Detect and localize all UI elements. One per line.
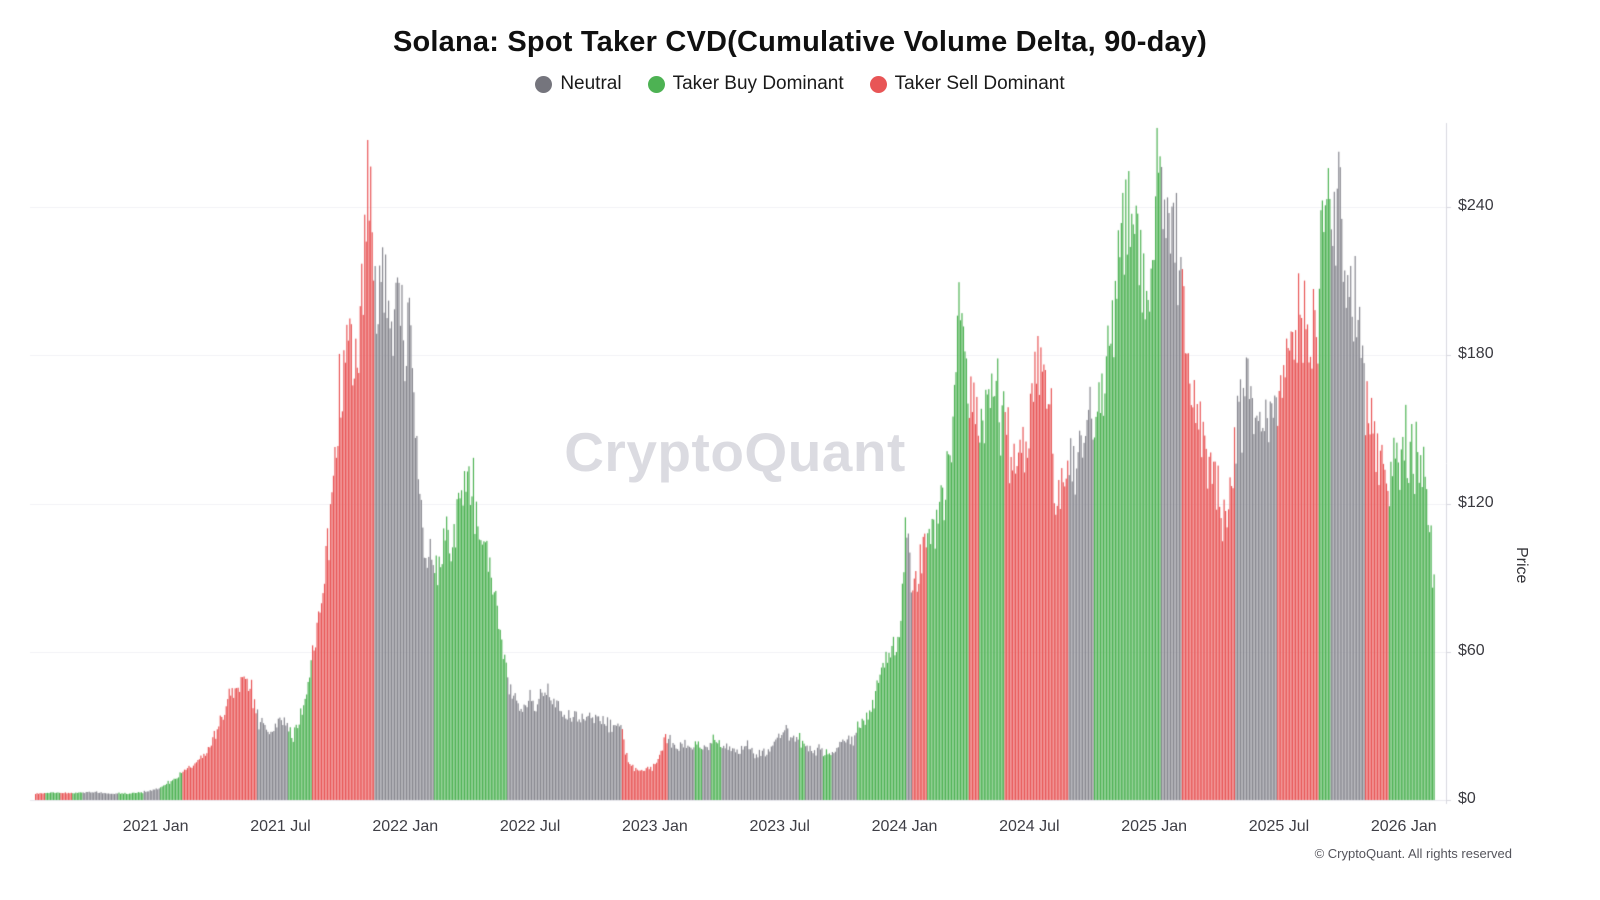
y-axis-tick: $180 (1458, 345, 1494, 363)
y-axis-title: Price (1513, 547, 1530, 584)
x-axis-tick: 2023 Jan (621, 818, 688, 835)
legend-label-taker-buy: Taker Buy Dominant (672, 73, 844, 94)
buy-dot-icon (647, 75, 665, 93)
y-axis-tick: $240 (1458, 197, 1494, 214)
y-axis-tick: $0 (1458, 790, 1476, 807)
page-title: Solana: Spot Taker CVD(Cumulative Volume… (392, 26, 1208, 58)
legend-label-taker-sell: Taker Sell Dominant (894, 73, 1065, 94)
x-axis-tick: 2021 Jul (250, 818, 311, 835)
y-axis-tick: $120 (1458, 493, 1494, 511)
chart-page: Solana: Spot Taker CVD(Cumulative Volume… (0, 0, 1600, 861)
price-bars-canvas[interactable] (0, 115, 1600, 805)
sell-dot-icon (869, 75, 887, 93)
x-axis-tick: 2023 Jul (749, 818, 810, 835)
legend-item-taker-buy[interactable]: Taker Buy Dominant (647, 73, 844, 95)
chart-legend: Neutral Taker Buy Dominant Taker Sell Do… (0, 73, 1600, 95)
x-axis-tick: 2025 Jan (1121, 818, 1188, 835)
legend-label-neutral: Neutral (560, 73, 622, 94)
x-axis-tick: 2021 Jan (122, 818, 189, 835)
x-axis-tick: 2026 Jan (1370, 818, 1437, 835)
neutral-dot-icon (535, 75, 553, 93)
x-axis-tick: 2024 Jan (871, 818, 938, 835)
x-axis-tick: 2022 Jan (372, 818, 439, 835)
chart-area: CryptoQuant Price $0 $60 $120 $180 $240 2021 … (0, 115, 1600, 835)
x-axis-tick: 2025 Jul (1248, 818, 1310, 835)
footer-copyright: © CryptoQuant. All rights reserved (1314, 846, 1512, 861)
legend-item-neutral[interactable]: Neutral (535, 73, 622, 95)
legend-item-taker-sell[interactable]: Taker Sell Dominant (869, 73, 1065, 95)
x-axis-tick: 2022 Jul (499, 818, 561, 835)
x-axis-tick: 2024 Jul (999, 818, 1060, 835)
y-axis-tick: $60 (1458, 641, 1485, 659)
